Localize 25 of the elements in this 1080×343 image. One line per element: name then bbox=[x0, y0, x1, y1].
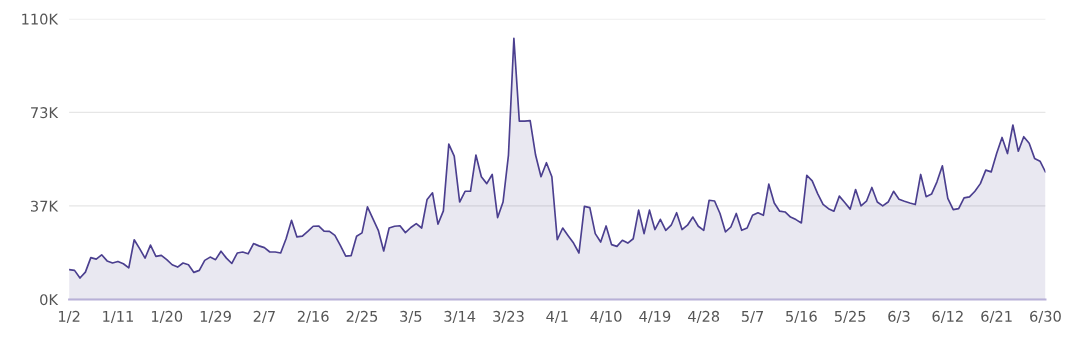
x-tick-label: 4/10 bbox=[590, 310, 622, 323]
x-tick-label: 4/19 bbox=[639, 310, 671, 323]
y-tick-label: 110K bbox=[22, 13, 59, 25]
x-tick-label: 6/21 bbox=[981, 310, 1012, 323]
x-tick-label: 3/23 bbox=[493, 310, 524, 323]
x-tick-label: 1/20 bbox=[151, 310, 183, 323]
x-tick-label: 6/3 bbox=[888, 310, 910, 323]
x-tick-label: 1/2 bbox=[58, 310, 80, 323]
x-tick-label: 5/25 bbox=[834, 310, 866, 323]
y-tick-label: 37K bbox=[31, 200, 59, 212]
x-tick-label: 5/16 bbox=[786, 310, 817, 323]
x-tick-label: 6/30 bbox=[1030, 310, 1061, 323]
x-tick-label: 4/28 bbox=[688, 310, 720, 323]
x-tick-label: 1/29 bbox=[200, 310, 231, 323]
x-tick-label: 2/16 bbox=[297, 310, 329, 323]
y-tick-label: 0K bbox=[40, 294, 59, 306]
x-tick-label: 1/11 bbox=[103, 311, 133, 323]
x-tick-label: 2/7 bbox=[253, 310, 275, 323]
x-tick-label: 5/7 bbox=[741, 311, 764, 323]
x-tick-label: 6/12 bbox=[932, 310, 963, 323]
x-tick-label: 3/5 bbox=[400, 310, 422, 323]
y-tick-label: 73K bbox=[31, 107, 59, 119]
x-tick-label: 3/14 bbox=[444, 310, 476, 323]
x-tick-label: 4/1 bbox=[546, 311, 568, 323]
x-tick-label: 2/25 bbox=[346, 310, 378, 323]
